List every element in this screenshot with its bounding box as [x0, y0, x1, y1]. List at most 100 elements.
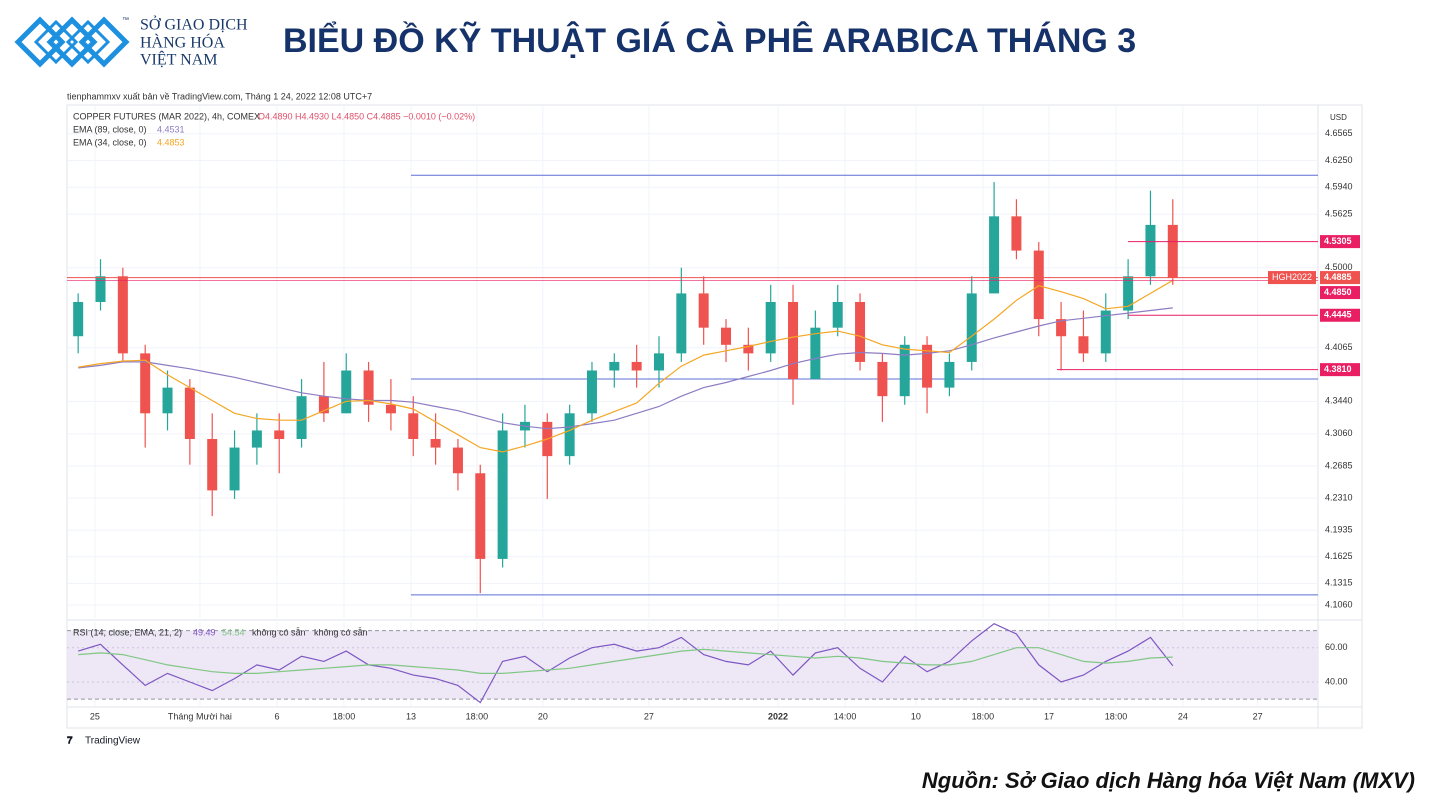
y-tick-label: 4.6250 — [1325, 155, 1353, 165]
quote-line: O4.4890 H4.4930 L4.4850 C4.4885 −0.0010 … — [258, 111, 475, 121]
candle-body — [1100, 310, 1111, 354]
trademark: ™ — [122, 17, 129, 24]
rsi-value: 54.54 — [222, 627, 245, 637]
y-tick-label: 4.2685 — [1325, 460, 1353, 470]
candle-body — [609, 361, 620, 371]
legend-value: 4.4853 — [157, 137, 185, 147]
candle-body — [1145, 224, 1156, 277]
brand-mark: 𝟕 — [67, 736, 73, 747]
logo-mark — [14, 16, 66, 68]
ema-line — [78, 279, 1174, 453]
rsi-line — [78, 623, 1174, 704]
y-tick-label: 4.1060 — [1325, 600, 1353, 610]
current-price-label: 4.4885 — [1324, 272, 1352, 282]
y-tick-label: 4.1935 — [1325, 525, 1353, 535]
y-tick-label: 60.00 — [1325, 642, 1348, 652]
y-tick-label: 4.5625 — [1325, 209, 1353, 219]
logo-text: HÀNG HÓA — [140, 33, 225, 52]
candle-body — [653, 353, 664, 371]
candle-body — [944, 361, 955, 388]
candle-body — [765, 301, 776, 354]
publisher: tienphammxv xuất bản về TradingView.com,… — [67, 91, 372, 101]
y-tick-label: 4.5000 — [1325, 262, 1353, 272]
candle-body — [1056, 319, 1067, 337]
candle-body — [497, 430, 508, 559]
candle-body — [832, 301, 843, 328]
logo-mark — [33, 19, 111, 65]
x-tick-label: 20 — [538, 711, 548, 721]
level-label: 4.4850 — [1324, 287, 1352, 297]
rsi-pane — [67, 622, 1318, 706]
x-tick-label: 18:00 — [1105, 711, 1128, 721]
current-symbol: HGH2022 — [1272, 272, 1312, 282]
x-tick-label: 10 — [911, 711, 921, 721]
logo — [14, 16, 130, 68]
current-symbol-box — [1268, 271, 1316, 285]
level-label: 4.5305 — [1324, 236, 1352, 246]
y-tick-label: 4.1625 — [1325, 551, 1353, 561]
candle-body — [1011, 216, 1022, 251]
chart-frame — [66, 104, 1363, 729]
level-box — [1320, 363, 1360, 377]
candle-body — [1078, 336, 1089, 354]
x-tick-label: 13 — [406, 711, 416, 721]
candle-body — [140, 353, 151, 414]
price-pane — [67, 105, 1318, 618]
currency-label: USD — [1330, 113, 1347, 122]
page-title: BIỂU ĐỒ KỸ THUẬT GIÁ CÀ PHÊ ARABICA THÁN… — [283, 22, 1136, 60]
candle-body — [966, 293, 977, 362]
candle-body — [877, 361, 888, 397]
y-tick-label: 4.3440 — [1325, 396, 1353, 406]
candle-body — [385, 404, 396, 414]
candle-body — [922, 344, 933, 388]
level-label: 4.4445 — [1324, 310, 1352, 320]
candle-body — [184, 387, 195, 440]
candle-body — [989, 216, 1000, 294]
candle-body — [1167, 224, 1178, 278]
y-tick-label: 4.2310 — [1325, 492, 1353, 502]
rsi-title: RSI (14, close, EMA, 21, 2) — [73, 627, 182, 637]
candle-body — [788, 301, 799, 380]
candle-body — [229, 447, 240, 491]
level-box — [1320, 235, 1360, 249]
rsi-band — [67, 630, 1318, 700]
candle-body — [743, 344, 754, 354]
x-tick-label: 17 — [1044, 711, 1054, 721]
x-tick-label: 18:00 — [333, 711, 356, 721]
rsi-value: 49.49 — [193, 627, 216, 637]
rsi-line — [78, 647, 1173, 674]
level-box — [1320, 308, 1360, 322]
rsi-na: không có sẵn — [252, 627, 306, 637]
legend-value: 4.4531 — [157, 124, 185, 134]
y-tick-label: 40.00 — [1325, 676, 1348, 686]
y-tick-label: 4.4065 — [1325, 342, 1353, 352]
candle-body — [564, 413, 575, 457]
x-tick-label: Tháng Mười hai — [168, 711, 232, 721]
source-note: Nguồn: Sở Giao dịch Hàng hóa Việt Nam (M… — [922, 768, 1415, 793]
candle-body — [721, 327, 732, 345]
candle-body — [73, 301, 84, 337]
x-tick-label: 27 — [1253, 711, 1263, 721]
candle-body — [810, 327, 821, 380]
x-tick-label: 24 — [1178, 711, 1188, 721]
candle-body — [855, 301, 866, 362]
candle-body — [117, 276, 128, 354]
x-tick-label: 14:00 — [834, 711, 857, 721]
candle-body — [698, 293, 709, 328]
logo-text: SỞ GIAO DỊCH — [140, 15, 248, 34]
candle-body — [341, 370, 352, 414]
candle-body — [162, 387, 173, 414]
candle-body — [1123, 276, 1134, 311]
x-tick-label: 18:00 — [466, 711, 489, 721]
candle-body — [430, 439, 441, 448]
y-tick-label: 4.1315 — [1325, 578, 1353, 588]
candle-body — [1033, 250, 1044, 320]
candle-body — [676, 293, 687, 354]
candle-body — [452, 447, 463, 474]
candle-body — [631, 361, 642, 371]
symbol-line: COPPER FUTURES (MAR 2022), 4h, COMEX — [73, 111, 260, 121]
rsi-na: không có sẵn — [314, 627, 368, 637]
x-tick-label: 2022 — [768, 711, 788, 721]
